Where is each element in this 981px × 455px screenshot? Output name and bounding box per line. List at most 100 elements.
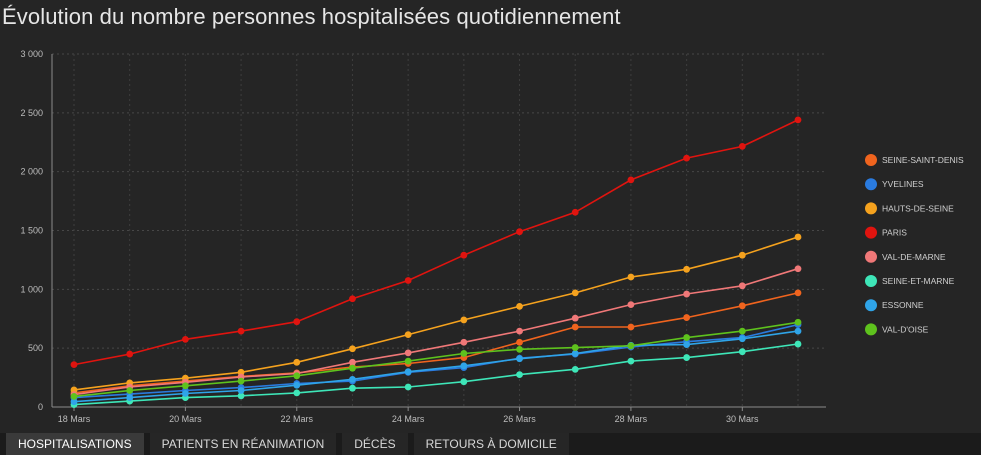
data-point-paris — [460, 251, 468, 259]
data-point-essonne — [349, 375, 356, 383]
legend-label-val-de-marne: VAL-DE-MARNE — [882, 252, 946, 262]
data-point-paris — [70, 361, 78, 369]
data-point-hauts-de-seine — [460, 316, 468, 324]
data-point-val-de-marne — [460, 338, 468, 346]
data-point-val-d-oise — [126, 387, 134, 394]
series-line-essonne — [73, 330, 799, 403]
tab-retours-domicile[interactable]: RETOURS À DOMICILE — [413, 433, 569, 455]
data-point-val-d-oise — [349, 364, 356, 372]
x-tick-label: 28 Mars — [615, 414, 648, 424]
legend-marker-val-d-oise — [865, 323, 877, 336]
data-point-hauts-de-seine — [571, 289, 579, 297]
data-point-paris — [738, 142, 746, 150]
data-point-seine-saint-denis — [516, 338, 523, 346]
data-point-val-d-oise — [293, 372, 301, 380]
data-point-hauts-de-seine — [349, 345, 356, 353]
data-point-hauts-de-seine — [627, 273, 635, 281]
data-point-essonne — [404, 368, 412, 376]
data-point-essonne — [293, 381, 301, 389]
y-tick-label: 1 000 — [20, 284, 43, 294]
data-point-seine-et-marne — [571, 365, 579, 373]
tab-deces[interactable]: DÉCÈS — [342, 433, 408, 455]
data-point-essonne — [126, 394, 134, 401]
data-point-seine-et-marne — [794, 340, 802, 348]
data-point-paris — [404, 277, 412, 284]
legend-label-essonne: ESSONNE — [882, 300, 924, 310]
data-point-seine-saint-denis — [627, 323, 635, 331]
data-point-seine-saint-denis — [794, 289, 802, 297]
data-point-val-d-oise — [683, 334, 691, 341]
data-point-val-de-marne — [516, 327, 523, 335]
data-point-val-d-oise — [571, 344, 579, 351]
data-point-paris — [627, 176, 635, 184]
data-point-seine-et-marne — [516, 371, 523, 379]
series-line-val-de-marne — [73, 267, 799, 396]
data-point-essonne — [181, 390, 189, 397]
data-point-hauts-de-seine — [683, 265, 691, 273]
data-point-paris — [293, 318, 301, 326]
data-point-hauts-de-seine — [738, 251, 746, 259]
y-tick-label: 2 500 — [20, 108, 43, 118]
data-point-paris — [571, 208, 579, 216]
tab-hospitalisations[interactable]: HOSPITALISATIONS — [6, 433, 144, 455]
data-point-val-de-marne — [571, 314, 579, 322]
x-tick-label: 18 Mars — [58, 414, 91, 424]
legend-label-paris: PARIS — [882, 228, 907, 238]
data-point-val-de-marne — [794, 265, 802, 273]
y-tick-label: 1 500 — [20, 226, 43, 236]
data-point-hauts-de-seine — [70, 386, 78, 394]
data-point-val-de-marne — [683, 290, 691, 298]
data-point-seine-saint-denis — [683, 314, 691, 321]
series-line-val-d-oise — [73, 321, 799, 398]
y-tick-label: 2 000 — [20, 167, 43, 177]
data-point-hauts-de-seine — [404, 331, 412, 339]
data-point-val-d-oise — [460, 350, 468, 357]
legend-marker-seine-saint-denis — [865, 154, 877, 166]
data-point-val-d-oise — [627, 342, 635, 350]
legend-label-yvelines: YVELINES — [882, 179, 924, 189]
data-point-val-d-oise — [70, 393, 78, 400]
data-point-seine-et-marne — [237, 392, 245, 400]
legend-marker-hauts-de-seine — [865, 202, 877, 215]
data-point-seine-et-marne — [683, 354, 691, 361]
data-point-seine-saint-denis — [738, 302, 746, 310]
data-point-val-de-marne — [404, 349, 412, 357]
data-point-hauts-de-seine — [794, 233, 802, 241]
x-tick-label: 22 Mars — [281, 414, 314, 424]
legend-marker-paris — [865, 226, 877, 239]
data-point-essonne — [516, 355, 523, 363]
series-line-hauts-de-seine — [73, 236, 799, 391]
data-point-seine-et-marne — [627, 357, 635, 365]
data-point-essonne — [571, 350, 579, 357]
data-point-paris — [126, 350, 134, 358]
data-point-val-d-oise — [516, 345, 523, 353]
y-tick-label: 3 000 — [20, 49, 43, 59]
legend-marker-essonne — [865, 299, 877, 312]
legend-label-seine-et-marne: SEINE-ET-MARNE — [882, 276, 955, 286]
data-point-seine-et-marne — [404, 383, 412, 391]
x-tick-label: 20 Mars — [169, 414, 202, 424]
data-point-val-de-marne — [349, 358, 356, 366]
legend-label-val-d-oise: VAL-D'OISE — [882, 324, 929, 334]
legend-marker-yvelines — [865, 178, 877, 191]
legend-marker-val-de-marne — [865, 250, 877, 263]
data-point-val-d-oise — [181, 382, 189, 390]
chart-title: Évolution du nombre personnes hospitalis… — [2, 4, 621, 29]
data-point-essonne — [70, 398, 78, 406]
y-tick-label: 500 — [28, 343, 43, 353]
series-line-seine-et-marne — [73, 343, 799, 406]
x-tick-label: 30 Mars — [726, 414, 759, 424]
data-point-paris — [794, 116, 802, 124]
data-point-essonne — [460, 362, 468, 370]
data-point-seine-et-marne — [349, 384, 356, 392]
data-point-paris — [516, 228, 523, 236]
legend-marker-seine-et-marne — [865, 275, 877, 287]
data-point-hauts-de-seine — [516, 302, 523, 310]
tab-bar: HOSPITALISATIONS PATIENTS EN RÉANIMATION… — [0, 433, 981, 455]
line-chart: 0 500 1 000 1 500 2 000 2 500 3 000 18 Mars 20 M… — [20, 49, 964, 424]
data-point-essonne — [683, 341, 691, 349]
series-line-seine-saint-denis — [73, 292, 799, 394]
y-tick-label: 0 — [38, 402, 43, 412]
series-line-yvelines — [73, 323, 799, 399]
tab-patients-reanimation[interactable]: PATIENTS EN RÉANIMATION — [149, 433, 337, 455]
